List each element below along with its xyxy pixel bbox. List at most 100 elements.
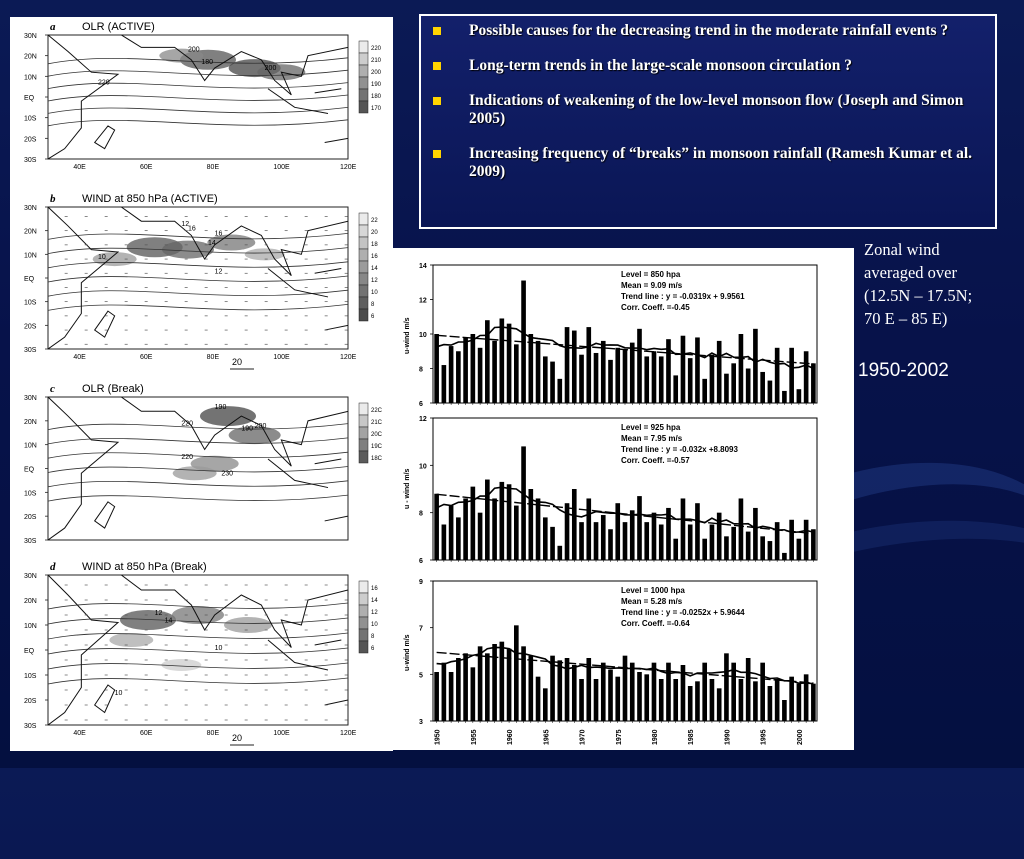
bar [463, 653, 468, 721]
bar [644, 356, 650, 403]
bar [687, 524, 693, 560]
map-lat-label: 10N [24, 252, 37, 259]
bar [680, 498, 686, 560]
map-lon-label: 80E [207, 354, 220, 361]
bar [658, 356, 664, 403]
zonal-wind-bar-charts: 6 8 10 12 14 u-wind m/s Level = 850 hpa Mean = … [404, 263, 818, 745]
chart-stat-text: Corr. Coeff. =-0.57 [621, 456, 690, 465]
bar [709, 679, 715, 721]
bar [724, 373, 729, 403]
bar [593, 352, 599, 403]
map-legend-label: 21C [371, 420, 383, 426]
bar [535, 340, 541, 403]
map-lon-label: 40E [73, 730, 86, 737]
map-legend-swatch [358, 402, 369, 416]
map-lon-label: 120E [340, 730, 357, 737]
y-axis-label: u-wind m/s [404, 317, 411, 354]
bullet-marker-icon [433, 62, 441, 70]
y-tick-label: 6 [419, 401, 423, 408]
map-lat-label: 10S [24, 300, 37, 307]
x-tick-label: 1985 [688, 729, 695, 745]
bar [492, 340, 497, 403]
map-lat-label: 30N [24, 33, 37, 40]
map-legend-label: 190 [371, 82, 382, 88]
map-legend-label: 22C [371, 408, 383, 414]
bar [753, 328, 758, 403]
map-legend-swatch [358, 224, 369, 238]
bar [564, 503, 570, 560]
bar [811, 363, 816, 403]
bar [760, 662, 765, 721]
map-contour-line [48, 423, 348, 430]
bar [666, 339, 671, 403]
bullet-text: Indications of weakening of the low-leve… [469, 92, 964, 127]
bar [499, 318, 505, 403]
x-tick-label: 1990 [724, 729, 731, 745]
bar [499, 481, 505, 560]
bar [753, 507, 758, 560]
map-legend-label: 20 [371, 230, 378, 236]
bar [745, 368, 751, 403]
map-contour-label: 180 [201, 59, 213, 66]
bar [716, 512, 722, 560]
bar [535, 676, 541, 721]
map-contour-label: 190 [215, 404, 227, 411]
map-legend-label: 14 [371, 266, 378, 272]
map-lon-label: 80E [207, 164, 220, 171]
madagascar-coastline [93, 310, 116, 338]
y-axis-label: u - wind m/s [404, 468, 411, 509]
map-legend-label: 20C [371, 432, 383, 438]
bar [608, 669, 613, 721]
bullet-item: Long-term trends in the large-scale mons… [433, 57, 985, 75]
bullet-marker-icon [433, 150, 441, 158]
map-contour-line [48, 94, 348, 102]
map-legend-swatch [358, 450, 369, 464]
chart-stat-text: Mean = 5.28 m/s [621, 597, 683, 606]
map-contour-line [48, 82, 348, 89]
bar [586, 658, 592, 721]
map-lat-label: 20N [24, 54, 37, 61]
map-legend-label: 210 [371, 58, 382, 64]
bar [579, 354, 584, 403]
map-legend-label: 6 [371, 314, 375, 320]
bar [485, 479, 490, 560]
chart-stat-text: Level = 925 hpa [621, 423, 681, 432]
bar [477, 512, 483, 560]
bar [803, 351, 809, 403]
chart-stat-text: Trend line : y = -0.0319x + 9.9561 [621, 292, 745, 301]
y-axis-label: u-wind m/s [404, 634, 411, 671]
map-legend-label: 200 [371, 70, 382, 76]
bar [745, 658, 751, 721]
zonal-note-line: 70 E – 85 E) [864, 309, 948, 328]
map-contour-label: 12 [215, 268, 223, 275]
bar [586, 498, 592, 560]
map-lat-label: 30S [24, 538, 37, 545]
bar [600, 340, 606, 403]
bar [738, 334, 744, 403]
madagascar-coastline [93, 125, 116, 150]
y-tick-label: 5 [419, 672, 423, 679]
y-tick-label: 12 [419, 298, 427, 305]
bar [506, 323, 512, 403]
bar [651, 512, 657, 560]
zonal-wind-note: Zonal wind averaged over (12.5N – 17.5N;… [864, 238, 1024, 330]
map-legend-label: 16 [371, 586, 378, 592]
bar [774, 347, 780, 403]
bar [738, 498, 744, 560]
map-title: OLR (Break) [82, 383, 144, 395]
x-tick-label: 1960 [507, 729, 514, 745]
map-legend-swatch [358, 580, 369, 594]
map-shaded-field [162, 240, 214, 259]
bar [434, 334, 439, 403]
bar [448, 672, 454, 721]
map-legend-label: 10 [371, 290, 378, 296]
map-legend-label: 220 [371, 46, 382, 52]
chart-stat-text: Trend line : y = -0.032x +8.8093 [621, 445, 739, 454]
bar [608, 529, 613, 560]
bar [767, 380, 773, 403]
bar [528, 334, 534, 403]
chart-stat-text: Corr. Coeff. =-0.45 [621, 303, 690, 312]
map-legend-swatch [358, 236, 369, 250]
